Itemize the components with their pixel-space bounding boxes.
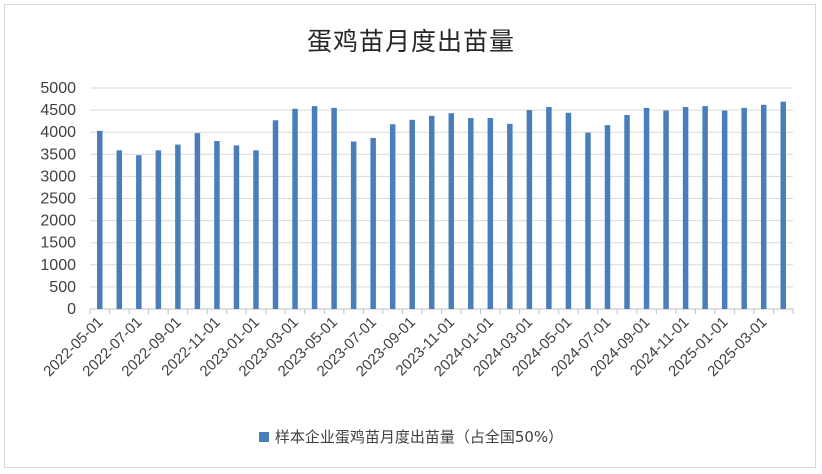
bar (370, 137, 376, 309)
bar (487, 118, 494, 309)
bar (448, 113, 455, 309)
bar (643, 107, 650, 309)
y-tick-label: 2500 (40, 191, 76, 208)
axes (89, 308, 794, 314)
y-tick-label: 2000 (40, 213, 76, 230)
bar (760, 104, 767, 310)
bar (155, 150, 162, 309)
bar (97, 130, 103, 309)
bar (682, 107, 689, 309)
y-tick-labels: 0 500 1000 1500 2000 2500 3000 3500 4000 4500 5000 (40, 80, 76, 318)
chart-title: 蛋鸡苗月度出苗量 (306, 27, 515, 56)
bar (272, 120, 279, 310)
y-tick-label: 4000 (40, 124, 76, 141)
bar (428, 115, 435, 309)
y-tick-label: 1000 (40, 257, 76, 274)
bar (663, 110, 669, 310)
bar (331, 107, 337, 309)
bar (175, 144, 181, 309)
bar (585, 132, 591, 309)
bar (116, 150, 123, 309)
legend-label: 样本企业蛋鸡苗月度出苗量（占全国50%） (274, 428, 564, 446)
y-tick-label: 500 (49, 279, 76, 296)
bar (526, 110, 533, 309)
bar (292, 108, 298, 309)
bar (780, 101, 786, 310)
bar (702, 106, 708, 309)
y-tick-label: 4500 (40, 102, 76, 119)
bar (233, 145, 240, 309)
bar (409, 119, 415, 309)
y-tick-label: 5000 (40, 80, 76, 97)
bar (214, 141, 220, 309)
bar (468, 118, 474, 309)
bar (741, 107, 747, 309)
bar (253, 150, 259, 309)
bar (624, 114, 630, 309)
bar (136, 155, 142, 309)
bar (604, 125, 611, 310)
bar (721, 110, 728, 310)
y-tick-label: 3000 (40, 168, 76, 185)
gridlines (90, 87, 793, 288)
bar (565, 112, 572, 309)
y-tick-label: 1500 (40, 235, 76, 252)
bars (97, 101, 786, 310)
legend: 样本企业蛋鸡苗月度出苗量（占全国50%） (0, 426, 822, 447)
bar (546, 107, 552, 309)
bar (350, 141, 357, 309)
x-tick-labels: 2022-05-012022-07-012022-09-012022-11-01… (40, 314, 770, 380)
bar (389, 124, 396, 309)
legend-swatch-icon (258, 431, 269, 442)
bar (311, 106, 318, 309)
bar (507, 123, 513, 309)
y-tick-label: 0 (67, 301, 76, 318)
y-tick-label: 3500 (40, 146, 76, 163)
bar (194, 133, 201, 309)
